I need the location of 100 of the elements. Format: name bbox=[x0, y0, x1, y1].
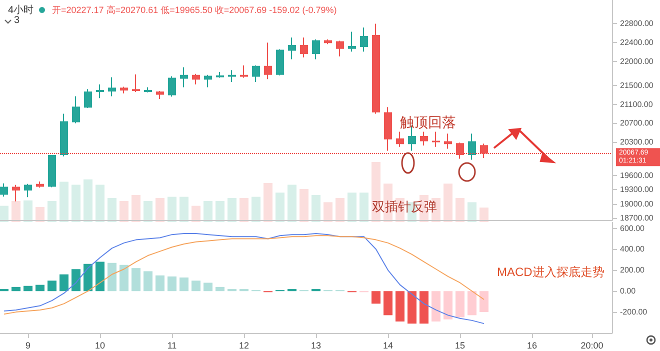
bar bbox=[480, 208, 488, 222]
candlestick bbox=[264, 42, 272, 80]
bar bbox=[96, 184, 104, 222]
bar bbox=[192, 206, 200, 222]
annotation: 3 bbox=[14, 15, 20, 26]
candlestick bbox=[24, 183, 32, 198]
bar bbox=[348, 192, 356, 222]
text: 开=20227.17 高=20270.61 低=19965.50 收=20067.69 -159.02 (-0.79%) bbox=[52, 4, 337, 17]
bar bbox=[456, 291, 464, 318]
bar bbox=[12, 286, 20, 292]
bar bbox=[36, 284, 44, 292]
y-tick-label: 22400.00 bbox=[620, 38, 654, 48]
bar bbox=[336, 198, 344, 222]
y-tick-label: 20700.00 bbox=[620, 118, 654, 128]
bar bbox=[216, 286, 224, 292]
candlestick bbox=[468, 133, 476, 160]
candlestick bbox=[156, 90, 164, 100]
bar bbox=[240, 198, 248, 222]
y-tick-label: 22000.00 bbox=[620, 57, 654, 66]
bar bbox=[264, 183, 272, 222]
candlestick bbox=[108, 76, 116, 97]
x-tick-label: 16 bbox=[526, 340, 538, 350]
bar bbox=[0, 206, 8, 222]
annotation: 触顶回落 bbox=[400, 114, 456, 132]
y-tick-label: 18700.00 bbox=[620, 214, 654, 222]
y-tick-label: 200.00 bbox=[620, 266, 646, 275]
bar bbox=[204, 201, 212, 222]
annotation: MACD进入探底走势 bbox=[497, 264, 604, 281]
bar bbox=[48, 280, 56, 292]
y-tick-label: 400.00 bbox=[620, 244, 646, 254]
x-tick-label: 12 bbox=[238, 340, 250, 350]
candlestick bbox=[228, 70, 236, 82]
candlestick bbox=[312, 38, 320, 60]
bar bbox=[84, 264, 92, 292]
candlestick bbox=[288, 36, 296, 60]
candlestick bbox=[84, 88, 92, 109]
bar bbox=[360, 192, 368, 222]
bar bbox=[408, 291, 416, 324]
bar bbox=[180, 196, 188, 222]
bar bbox=[36, 207, 44, 222]
x-tick-label: 9 bbox=[25, 340, 31, 350]
y-tick-label: 600.00 bbox=[620, 224, 646, 233]
bar bbox=[444, 184, 452, 222]
bar bbox=[120, 201, 128, 222]
candlestick bbox=[144, 86, 152, 93]
bar bbox=[72, 269, 80, 292]
candlestick bbox=[384, 106, 392, 152]
candlestick bbox=[444, 133, 452, 150]
text: 4小时 bbox=[8, 4, 34, 16]
bar bbox=[156, 198, 164, 222]
bar bbox=[312, 195, 320, 222]
bar bbox=[204, 282, 212, 292]
candlestick bbox=[48, 154, 56, 188]
bar bbox=[168, 276, 176, 292]
bar bbox=[12, 201, 20, 222]
bar bbox=[48, 201, 56, 222]
bar bbox=[132, 268, 140, 292]
candlestick bbox=[36, 181, 44, 188]
bar bbox=[396, 291, 404, 322]
bar bbox=[132, 195, 140, 222]
candlestick bbox=[120, 86, 128, 94]
bar bbox=[288, 184, 296, 222]
bar bbox=[228, 198, 236, 222]
bar bbox=[24, 200, 32, 222]
bar bbox=[252, 196, 260, 222]
candlestick bbox=[252, 64, 260, 82]
candlestick bbox=[348, 31, 356, 52]
y-tick-label: 19000.00 bbox=[620, 199, 654, 208]
candlestick bbox=[360, 26, 368, 52]
y-tick-label: 21100.00 bbox=[620, 100, 654, 109]
annotation: 双插针反弹 bbox=[372, 198, 437, 216]
candlestick bbox=[204, 74, 212, 88]
candlestick bbox=[396, 131, 404, 148]
bar bbox=[120, 264, 128, 292]
candlestick bbox=[432, 131, 440, 148]
y-tick-label: 21500.00 bbox=[620, 80, 654, 90]
bar bbox=[84, 179, 92, 222]
candlestick bbox=[96, 84, 104, 99]
bar bbox=[180, 278, 188, 292]
x-tick-label: 20:00 bbox=[580, 340, 604, 350]
y-tick-label: 0.00 bbox=[620, 286, 636, 296]
x-tick-label: 14 bbox=[382, 340, 394, 350]
bar bbox=[276, 192, 284, 222]
bar bbox=[108, 262, 116, 292]
bar bbox=[324, 202, 332, 222]
bar bbox=[144, 271, 152, 292]
bar bbox=[432, 291, 440, 322]
y-tick-label: 22800.00 bbox=[620, 19, 654, 28]
bar bbox=[444, 291, 452, 320]
y-tick-label: -200.00 bbox=[620, 308, 648, 317]
bar bbox=[60, 182, 68, 222]
candlestick bbox=[132, 74, 140, 92]
x-tick-label: 15 bbox=[454, 340, 466, 350]
bar bbox=[372, 291, 380, 304]
y-tick-label: 19300.00 bbox=[620, 185, 654, 194]
bar bbox=[108, 198, 116, 222]
candlestick bbox=[192, 73, 200, 85]
candlestick bbox=[168, 76, 176, 98]
bar bbox=[468, 202, 476, 222]
bar bbox=[96, 262, 104, 292]
